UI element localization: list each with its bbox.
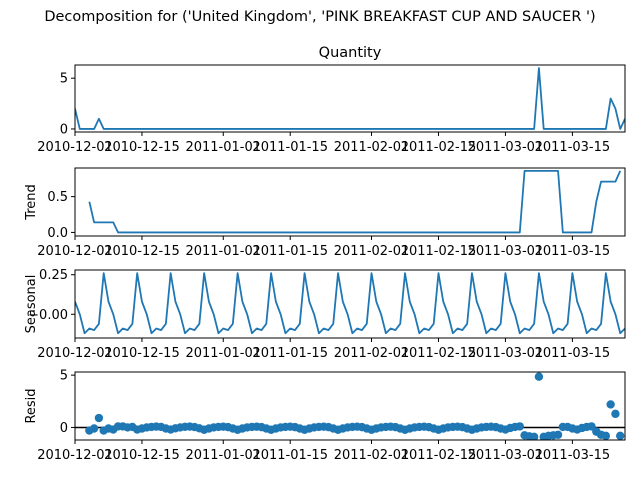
y-tick-label: −0.00 [28,308,68,323]
y-tick-label: 0.0 [47,226,68,241]
axes-frame [74,167,626,237]
panel-title: Quantity [319,45,382,61]
x-tick-label: 2011-03-01 [468,140,544,155]
x-tick-label: 2011-02-01 [334,244,410,259]
resid-point [529,432,539,440]
resid-point [534,372,544,381]
axes-frame [74,64,626,133]
x-tick-label: 2011-02-15 [401,448,477,463]
x-tick-label: 2011-02-15 [401,140,477,155]
figure-suptitle: Decomposition for ('United Kingdom', 'PI… [44,9,595,25]
panel-data [75,67,625,130]
x-tick-label: 2011-01-01 [185,140,261,155]
y-axis-label: Seasonal [24,275,39,334]
x-tick-label: 2010-12-15 [104,346,180,361]
panel-data [88,169,622,234]
x-tick-label: 2011-01-15 [252,346,328,361]
x-tick-label: 2011-03-01 [468,244,544,259]
x-tick-label: 2011-03-01 [468,346,544,361]
series-line [75,272,625,335]
axes-frame [74,269,626,339]
resid-point [553,430,563,439]
x-tick-label: 2011-01-15 [252,244,328,259]
resid-point [616,431,625,440]
axes-frame [74,371,626,441]
y-axis-label: Trend [24,184,39,221]
resid-point [89,424,99,433]
x-tick-label: 2010-12-15 [104,140,180,155]
y-tick-label: 0.25 [39,268,68,283]
y-tick-label: 0 [60,421,68,436]
x-tick-label: 2011-01-15 [252,140,328,155]
series-line [88,169,622,234]
x-tick-label: 2011-02-01 [334,346,410,361]
resid-point [611,409,620,419]
y-tick-label: 0.5 [47,190,68,205]
x-tick-label: 2011-02-01 [334,140,410,155]
y-tick-label: 5 [60,369,68,384]
x-tick-label: 2011-01-01 [185,448,261,463]
x-tick-label: 2010-12-01 [37,140,113,155]
x-tick-label: 2011-03-15 [535,346,611,361]
x-tick-label: 2011-02-15 [401,244,477,259]
x-tick-label: 2011-03-01 [468,448,544,463]
resid-point [601,431,611,440]
resid-point [515,422,524,431]
x-tick-label: 2011-03-15 [535,140,611,155]
series-line [75,67,625,130]
y-axis-label: Resid [24,388,39,423]
x-tick-label: 2011-03-15 [535,448,611,463]
x-tick-label: 2010-12-15 [104,448,180,463]
resid-point [94,413,104,423]
x-tick-label: 2010-12-01 [37,346,113,361]
x-tick-label: 2011-03-15 [535,244,611,259]
x-tick-label: 2010-12-15 [104,244,180,259]
panel-data [75,272,625,335]
x-tick-label: 2010-12-01 [37,448,113,463]
x-tick-label: 2011-02-01 [334,448,410,463]
x-tick-label: 2011-02-15 [401,346,477,361]
x-tick-label: 2011-01-15 [252,448,328,463]
y-tick-label: 5 [60,72,68,87]
x-tick-label: 2010-12-01 [37,244,113,259]
y-tick-label: 0 [60,122,68,137]
x-tick-label: 2011-01-01 [185,244,261,259]
resid-point [606,400,615,409]
panel-data [75,372,625,440]
x-tick-label: 2011-01-01 [185,346,261,361]
